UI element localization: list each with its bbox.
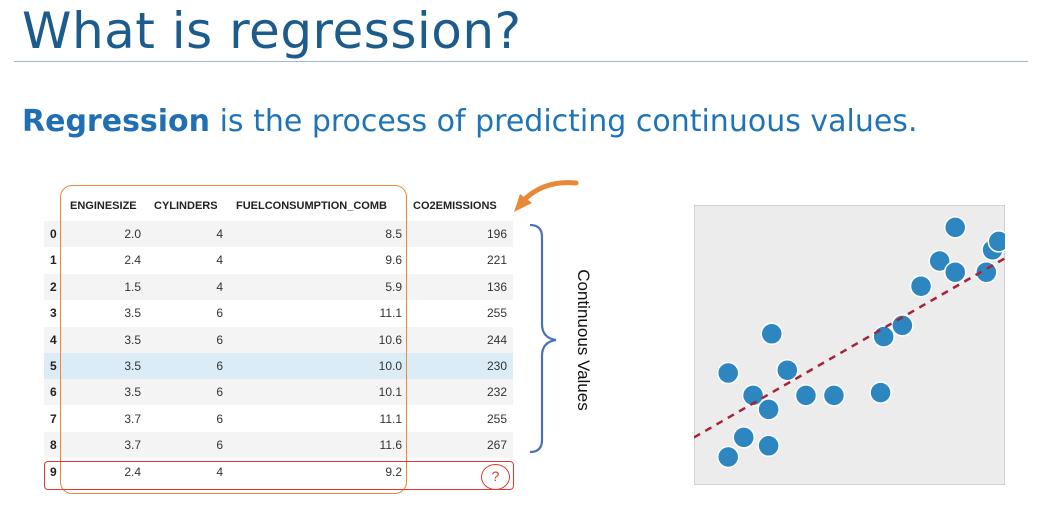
subtitle-bold-term: Regression bbox=[22, 104, 211, 139]
scatter-point bbox=[987, 230, 1005, 253]
row-index: 0 bbox=[50, 227, 57, 241]
cell-cylinders: 6 bbox=[216, 332, 223, 347]
row-index: 7 bbox=[50, 411, 57, 426]
cell-co2emissions: 221 bbox=[486, 253, 507, 268]
table-row bbox=[44, 379, 513, 406]
cell-fuelconsumption: 10.6 bbox=[378, 332, 402, 347]
unknown-value-marker: ? bbox=[481, 464, 510, 490]
scatter-plot bbox=[694, 205, 1005, 485]
cell-fuelconsumption: 11.1 bbox=[379, 411, 402, 426]
cell-fuelconsumption: 8.5 bbox=[385, 227, 402, 241]
cell-enginesize: 3.5 bbox=[124, 385, 141, 400]
cell-co2emissions: 255 bbox=[486, 306, 507, 321]
scatter-point bbox=[869, 381, 892, 404]
title-divider bbox=[14, 61, 1028, 62]
slide-subtitle: Regression is the process of predicting … bbox=[22, 104, 917, 139]
header-co2emissions: CO2EMISSIONS bbox=[413, 200, 497, 212]
cell-co2emissions: 244 bbox=[486, 332, 507, 347]
scatter-point bbox=[716, 361, 740, 385]
slide-title: What is regression? bbox=[22, 2, 522, 60]
table-row bbox=[44, 432, 513, 459]
table-row bbox=[44, 247, 513, 274]
cell-enginesize: 3.5 bbox=[124, 306, 141, 321]
row-index: 1 bbox=[50, 253, 57, 268]
cell-cylinders: 6 bbox=[216, 306, 223, 321]
cell-fuelconsumption: 11.6 bbox=[379, 438, 402, 453]
scatter-point bbox=[732, 426, 756, 449]
header-cylinders: CYLINDERS bbox=[154, 200, 218, 212]
arrowhead-icon bbox=[514, 194, 532, 212]
cell-fuelconsumption: 9.2 bbox=[385, 464, 402, 479]
cell-fuelconsumption: 9.6 bbox=[385, 253, 402, 268]
table-row bbox=[44, 221, 513, 247]
table-row bbox=[44, 353, 513, 379]
cell-enginesize: 1.5 bbox=[124, 279, 141, 294]
cell-co2emissions: 196 bbox=[486, 227, 507, 241]
cell-enginesize: 3.7 bbox=[124, 438, 141, 453]
scatter-point bbox=[757, 398, 780, 421]
cell-fuelconsumption: 11.1 bbox=[379, 306, 402, 321]
scatter-point bbox=[943, 216, 967, 239]
table-row bbox=[44, 326, 513, 353]
row-index: 6 bbox=[50, 385, 57, 400]
regression-line bbox=[694, 257, 1005, 439]
scatter-point bbox=[760, 322, 783, 346]
feature-columns-highlight bbox=[60, 185, 407, 494]
cell-enginesize: 3.5 bbox=[124, 332, 141, 347]
cell-cylinders: 4 bbox=[216, 227, 223, 241]
row-index: 5 bbox=[50, 359, 57, 373]
cell-co2emissions: 136 bbox=[486, 279, 507, 294]
cell-enginesize: 3.7 bbox=[124, 411, 141, 426]
row-index: 9 bbox=[50, 464, 57, 479]
cell-cylinders: 6 bbox=[216, 411, 223, 426]
cell-co2emissions: 230 bbox=[486, 359, 507, 373]
curly-brace-icon bbox=[529, 223, 557, 454]
cell-enginesize: 2.4 bbox=[124, 464, 141, 479]
table-row bbox=[44, 300, 513, 327]
scatter-point bbox=[928, 249, 951, 273]
subtitle-rest: is the process of predicting continuous … bbox=[210, 104, 918, 139]
cell-enginesize: 2.4 bbox=[124, 253, 141, 268]
cell-cylinders: 4 bbox=[216, 253, 223, 268]
slide-title-text: What is regression? bbox=[22, 2, 522, 60]
scatter-point bbox=[741, 384, 765, 407]
scatter-point bbox=[872, 325, 895, 348]
cell-cylinders: 6 bbox=[216, 385, 223, 400]
row-index: 3 bbox=[50, 306, 57, 321]
cell-enginesize: 3.5 bbox=[124, 359, 141, 373]
cell-enginesize: 2.0 bbox=[124, 227, 141, 241]
curved-arrow-icon bbox=[521, 180, 579, 203]
cell-co2emissions: 255 bbox=[486, 411, 507, 426]
cell-co2emissions: 267 bbox=[486, 438, 507, 453]
scatter-point bbox=[909, 274, 933, 298]
cell-cylinders: 4 bbox=[216, 464, 223, 479]
scatter-point bbox=[716, 445, 740, 469]
cell-cylinders: 6 bbox=[216, 438, 223, 453]
cell-fuelconsumption: 10.0 bbox=[378, 359, 402, 373]
header-enginesize: ENGINESIZE bbox=[70, 200, 137, 212]
scatter-point bbox=[757, 434, 780, 458]
row-index: 8 bbox=[50, 438, 57, 453]
table-row bbox=[44, 405, 513, 432]
scatter-point bbox=[822, 384, 846, 407]
cell-fuelconsumption: 10.1 bbox=[378, 385, 402, 400]
cell-co2emissions: 232 bbox=[486, 385, 507, 400]
cell-cylinders: 6 bbox=[216, 359, 223, 373]
header-fuelconsumption: FUELCONSUMPTION_COMB bbox=[236, 200, 387, 212]
scatter-point bbox=[943, 260, 967, 284]
table-row bbox=[44, 458, 513, 485]
cell-fuelconsumption: 5.9 bbox=[385, 279, 402, 294]
table-row bbox=[44, 273, 513, 300]
row-index: 4 bbox=[50, 332, 57, 347]
scatter-point bbox=[794, 384, 818, 407]
row-index: 2 bbox=[50, 279, 57, 294]
continuous-values-text: Continuous Values bbox=[574, 269, 593, 411]
prediction-row-highlight bbox=[44, 461, 514, 490]
cell-cylinders: 4 bbox=[216, 279, 223, 294]
scatter-point bbox=[776, 358, 799, 382]
